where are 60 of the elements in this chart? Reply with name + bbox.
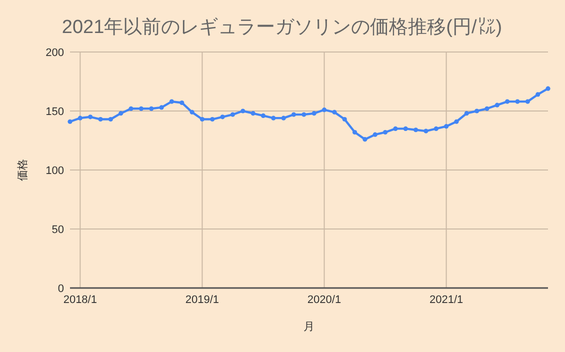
point (302, 112, 306, 117)
point (281, 116, 286, 120)
point (484, 106, 490, 111)
point (322, 108, 327, 112)
point (78, 116, 82, 120)
point (118, 111, 124, 116)
chart-title: 2021年以前のレギュラーガソリンの価格推移(円/㍑) (62, 17, 502, 38)
point (159, 105, 164, 110)
x-tick-label: 2019/1 (185, 294, 220, 306)
point (515, 99, 520, 104)
point (312, 111, 316, 116)
point (494, 102, 500, 108)
point (108, 116, 113, 122)
point (271, 116, 276, 120)
point (342, 116, 347, 122)
point (210, 116, 215, 122)
point (190, 110, 194, 114)
x-tick-label: 2020/1 (307, 294, 342, 306)
point (128, 106, 134, 111)
x-axis-title: 月 (304, 321, 314, 333)
point (230, 112, 236, 117)
point (424, 128, 428, 134)
point (546, 86, 550, 91)
point (352, 130, 358, 135)
point (444, 124, 449, 129)
point (413, 128, 418, 132)
y-tick-label: 50 (52, 224, 64, 236)
point (474, 108, 480, 114)
y-tick-label: 100 (46, 165, 64, 177)
x-tick-label: 2021/1 (429, 294, 464, 306)
x-tick-label: 2018/1 (63, 294, 97, 306)
point (434, 126, 438, 131)
point (138, 106, 144, 111)
point (260, 113, 266, 118)
y-tick-label: 200 (46, 47, 64, 59)
point (250, 111, 256, 116)
point (382, 130, 388, 135)
point (149, 106, 154, 111)
point (98, 116, 103, 122)
point (180, 100, 184, 106)
point (240, 108, 246, 114)
point (454, 119, 459, 124)
point (403, 126, 408, 131)
y-tick-label: 150 (46, 106, 64, 118)
point (464, 111, 469, 116)
point (505, 99, 510, 104)
point (393, 126, 398, 131)
point (372, 132, 378, 137)
point (88, 114, 93, 120)
point (332, 110, 337, 114)
point (525, 99, 530, 104)
point (169, 99, 174, 104)
point (220, 114, 225, 120)
y-axis-title: 価格 (17, 159, 29, 181)
point (536, 92, 540, 97)
point (291, 112, 296, 117)
point (68, 119, 72, 124)
point (200, 116, 205, 122)
y-tick-label: 0 (58, 283, 64, 295)
point (362, 137, 368, 142)
